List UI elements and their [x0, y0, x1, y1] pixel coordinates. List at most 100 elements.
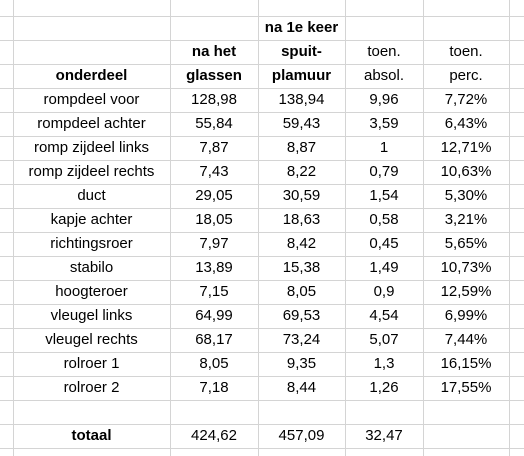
- total-plamuur[interactable]: 457,09: [278, 427, 325, 444]
- cell-plamuur[interactable]: 73,24: [282, 331, 321, 348]
- cell-perc[interactable]: 10,73%: [440, 259, 492, 276]
- cell-perc[interactable]: 7,44%: [444, 331, 488, 348]
- cell-abs[interactable]: 3,59: [369, 115, 399, 132]
- cell-abs[interactable]: 4,54: [369, 307, 399, 324]
- total-abs[interactable]: 32,47: [365, 427, 403, 444]
- grid-line: [0, 208, 524, 209]
- grid-line: [0, 400, 524, 401]
- cell-glassen[interactable]: 128,98: [191, 91, 237, 108]
- grid-line: [0, 304, 524, 305]
- cell-part[interactable]: romp zijdeel links: [33, 139, 150, 156]
- cell-glassen[interactable]: 55,84: [195, 115, 233, 132]
- grid-line: [0, 160, 524, 161]
- grid-line: [423, 0, 424, 456]
- cell-abs[interactable]: 0,79: [369, 163, 399, 180]
- grid-line: [0, 424, 524, 425]
- cell-perc[interactable]: 10,63%: [440, 163, 492, 180]
- cell-perc[interactable]: 7,72%: [444, 91, 488, 108]
- cell-plamuur[interactable]: 15,38: [282, 259, 321, 276]
- cell-plamuur[interactable]: 8,05: [286, 283, 317, 300]
- cell-abs[interactable]: 9,96: [369, 91, 399, 108]
- cell-glassen[interactable]: 7,43: [199, 163, 229, 180]
- cell-part[interactable]: vleugel links: [50, 307, 133, 324]
- col-header-abs-line1[interactable]: toen.: [367, 43, 401, 60]
- cell-perc[interactable]: 6,99%: [444, 307, 488, 324]
- col-header-abs-line2[interactable]: absol.: [363, 67, 405, 84]
- cell-plamuur[interactable]: 138,94: [278, 91, 325, 108]
- cell-glassen[interactable]: 7,97: [199, 235, 229, 252]
- grid-line: [170, 0, 171, 456]
- grid-line: [0, 376, 524, 377]
- cell-abs[interactable]: 1,3: [373, 355, 395, 372]
- col-header-plamuur-line2[interactable]: plamuur: [271, 67, 332, 84]
- cell-part[interactable]: rolroer 2: [63, 379, 120, 396]
- cell-glassen[interactable]: 7,18: [199, 379, 229, 396]
- cell-glassen[interactable]: 68,17: [195, 331, 233, 348]
- cell-abs[interactable]: 0,9: [373, 283, 395, 300]
- col-header-perc-line1[interactable]: toen.: [449, 43, 483, 60]
- cell-abs[interactable]: 1,49: [369, 259, 399, 276]
- cell-part[interactable]: richtingsroer: [50, 235, 133, 252]
- cell-part[interactable]: romp zijdeel rechts: [28, 163, 155, 180]
- cell-abs[interactable]: 0,45: [369, 235, 399, 252]
- cell-abs[interactable]: 5,07: [369, 331, 399, 348]
- cell-perc[interactable]: 3,21%: [444, 211, 488, 228]
- grid-line: [258, 0, 259, 456]
- cell-plamuur[interactable]: 18,63: [282, 211, 321, 228]
- cell-abs[interactable]: 1,54: [369, 187, 399, 204]
- cell-abs[interactable]: 0,58: [369, 211, 399, 228]
- grid-line: [0, 448, 524, 449]
- cell-part[interactable]: rolroer 1: [63, 355, 120, 372]
- col-header-glassen-line1[interactable]: na het: [191, 43, 237, 60]
- cell-plamuur[interactable]: 69,53: [282, 307, 321, 324]
- col-header-perc-line2[interactable]: perc.: [449, 67, 483, 84]
- cell-glassen[interactable]: 8,05: [199, 355, 229, 372]
- cell-plamuur[interactable]: 9,35: [286, 355, 317, 372]
- cell-glassen[interactable]: 18,05: [195, 211, 233, 228]
- cell-part[interactable]: kapje achter: [50, 211, 133, 228]
- grid-line: [345, 0, 346, 456]
- cell-part[interactable]: rompdeel voor: [43, 91, 140, 108]
- grid-line: [0, 40, 524, 41]
- grid-line: [0, 16, 524, 17]
- grid-line: [0, 352, 524, 353]
- cell-part[interactable]: rompdeel achter: [37, 115, 146, 132]
- cell-plamuur[interactable]: 8,44: [286, 379, 317, 396]
- cell-glassen[interactable]: 7,87: [199, 139, 229, 156]
- cell-plamuur[interactable]: 8,42: [286, 235, 317, 252]
- cell-perc[interactable]: 12,59%: [440, 283, 492, 300]
- cell-part[interactable]: stabilo: [69, 259, 114, 276]
- cell-glassen[interactable]: 7,15: [199, 283, 229, 300]
- grid-line: [0, 88, 524, 89]
- cell-perc[interactable]: 16,15%: [440, 355, 492, 372]
- cell-plamuur[interactable]: 59,43: [282, 115, 321, 132]
- cell-perc[interactable]: 6,43%: [444, 115, 488, 132]
- grid-line: [0, 184, 524, 185]
- cell-abs[interactable]: 1,26: [369, 379, 399, 396]
- cell-part[interactable]: vleugel rechts: [45, 331, 138, 348]
- cell-perc[interactable]: 5,30%: [444, 187, 488, 204]
- cell-plamuur[interactable]: 8,22: [286, 163, 317, 180]
- cell-abs[interactable]: 1: [379, 139, 389, 156]
- cell-glassen[interactable]: 29,05: [195, 187, 233, 204]
- col-header-plamuur-line1[interactable]: spuit-: [281, 43, 322, 60]
- col-header-part[interactable]: onderdeel: [55, 67, 128, 84]
- cell-perc[interactable]: 12,71%: [440, 139, 492, 156]
- total-glassen[interactable]: 424,62: [191, 427, 237, 444]
- col-header-glassen-line2[interactable]: glassen: [186, 67, 242, 84]
- cell-glassen[interactable]: 13,89: [195, 259, 233, 276]
- cell-perc[interactable]: 17,55%: [440, 379, 492, 396]
- cell-part[interactable]: duct: [77, 187, 106, 204]
- grid-line: [0, 256, 524, 257]
- grid-line: [13, 0, 14, 456]
- total-label[interactable]: totaal: [71, 427, 112, 444]
- cell-plamuur[interactable]: 8,87: [286, 139, 317, 156]
- cell-plamuur[interactable]: 30,59: [282, 187, 321, 204]
- grid-line: [0, 232, 524, 233]
- cell-perc[interactable]: 5,65%: [444, 235, 488, 252]
- cell-part[interactable]: hoogteroer: [55, 283, 128, 300]
- cell-glassen[interactable]: 64,99: [195, 307, 233, 324]
- grid-line: [0, 328, 524, 329]
- grid-line: [0, 280, 524, 281]
